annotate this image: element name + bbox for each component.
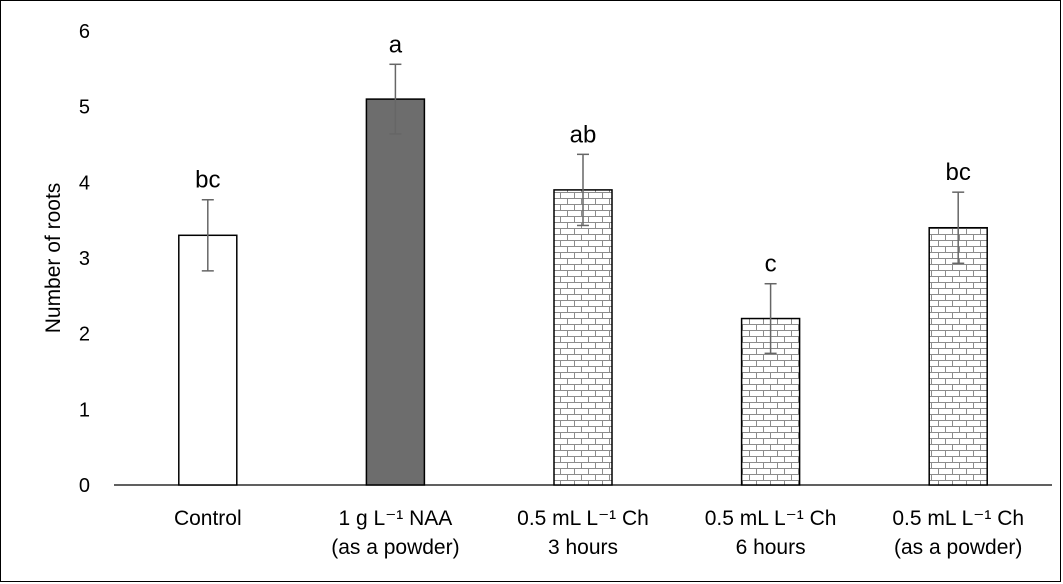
- error-bars: [201, 63, 965, 355]
- bar: [178, 234, 238, 486]
- bar: [365, 98, 426, 486]
- error-bar: [577, 153, 589, 227]
- significance-label: c: [765, 251, 777, 278]
- category-label: (as a powder): [331, 536, 459, 559]
- category-label: 6 hours: [736, 536, 806, 559]
- y-axis-title: Number of roots: [42, 183, 65, 334]
- y-tick-label: 4: [79, 172, 90, 194]
- category-label: 3 hours: [548, 536, 618, 559]
- category-labels: Control 1 g L⁻¹ NAA (as a powder) 0.5 mL L⁻…: [174, 507, 1024, 559]
- significance-label: a: [389, 31, 403, 58]
- error-bar: [389, 63, 402, 135]
- y-tick-label: 6: [79, 21, 90, 43]
- significance-label: bc: [946, 159, 971, 186]
- y-tick-label: 0: [79, 475, 90, 497]
- category-label: 0.5 mL L⁻¹ Ch: [517, 507, 649, 530]
- y-tick-label: 3: [79, 248, 90, 270]
- error-bar: [201, 198, 214, 272]
- y-tick-label: 2: [79, 324, 90, 346]
- category-label: 0.5 mL L⁻¹ Ch: [705, 507, 837, 530]
- category-label: Control: [174, 507, 242, 530]
- category-label: 0.5 mL L⁻¹ Ch: [892, 507, 1024, 530]
- category-label: 1 g L⁻¹ NAA: [338, 507, 452, 530]
- bar: [553, 189, 613, 486]
- significance-label: bc: [195, 167, 220, 194]
- error-bar: [952, 191, 965, 265]
- error-bar: [764, 282, 777, 355]
- y-tick-label: 5: [79, 97, 90, 119]
- y-axis: 0 1 2 3 4 5 6: [79, 21, 90, 497]
- category-label: (as a powder): [894, 536, 1022, 559]
- significance-labels: bc a ab c bc: [195, 31, 971, 277]
- significance-label: ab: [570, 121, 597, 148]
- y-tick-label: 1: [79, 399, 90, 421]
- bar: [928, 226, 988, 486]
- bars: [178, 98, 988, 486]
